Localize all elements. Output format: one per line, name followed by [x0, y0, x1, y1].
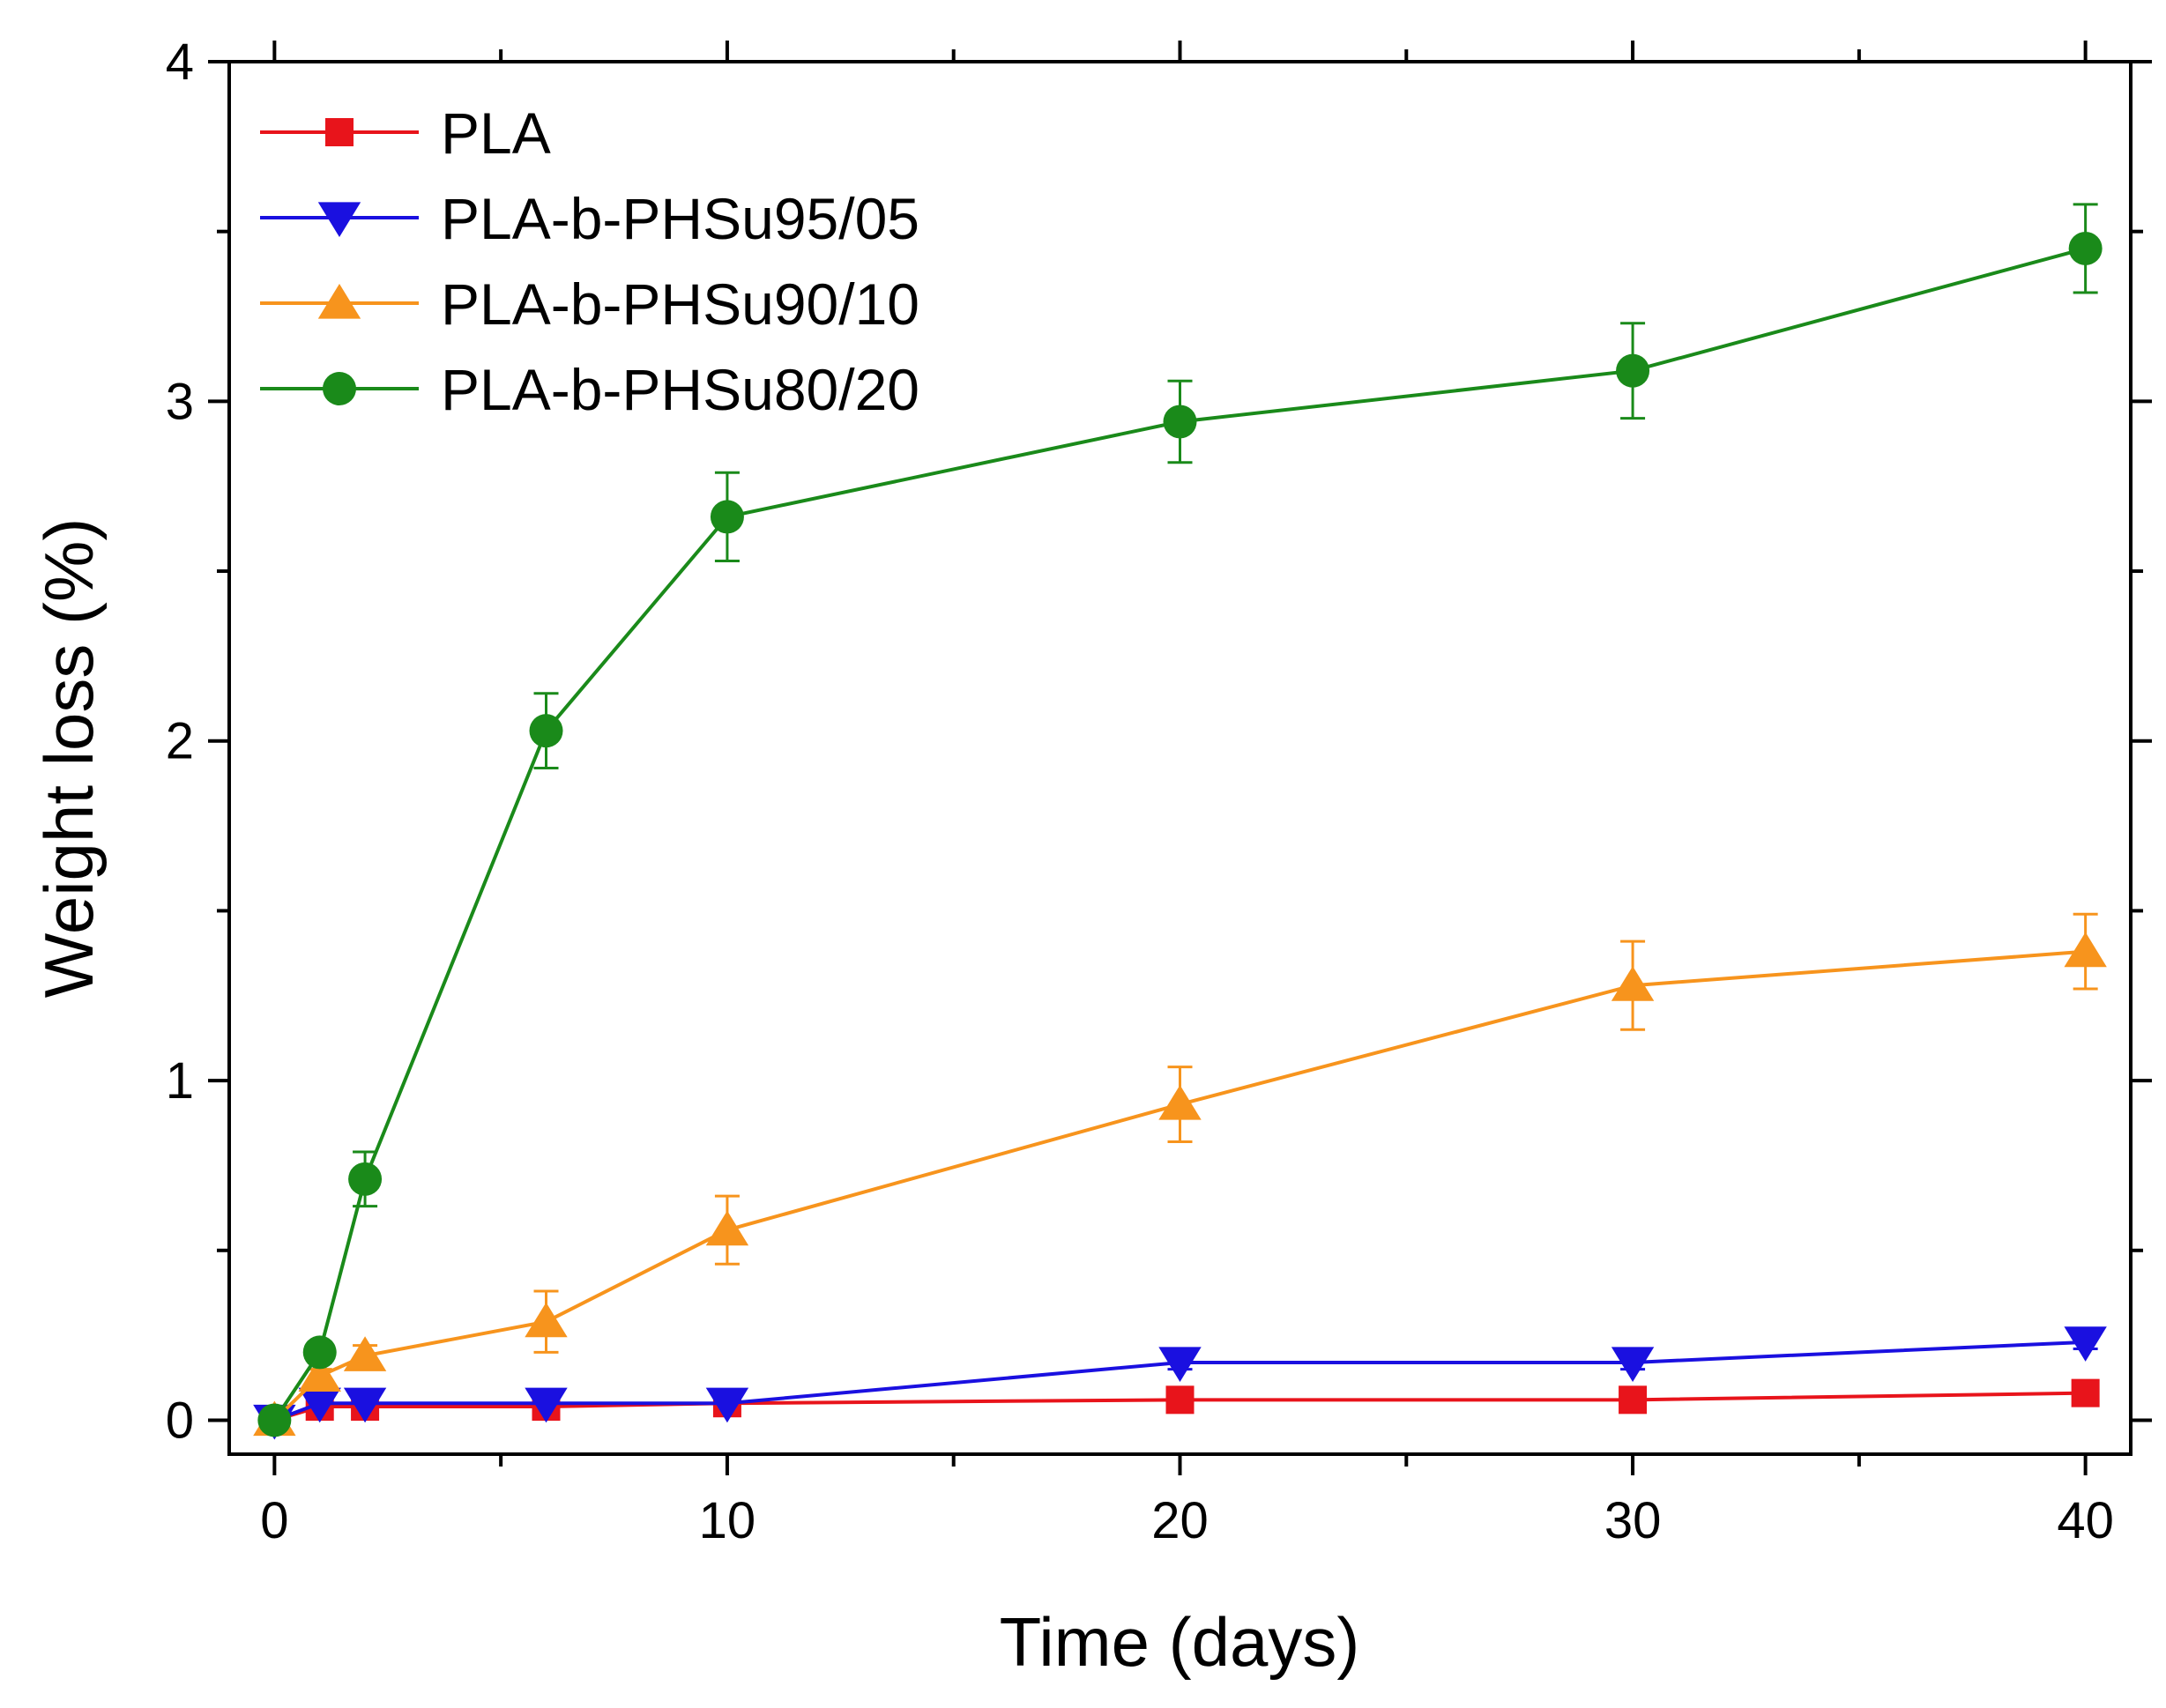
data-point — [343, 1387, 387, 1423]
legend-label: PLA-b-PHSu90/10 — [441, 271, 919, 337]
x-tick-label: 40 — [2057, 1492, 2114, 1549]
legend-marker — [317, 284, 361, 319]
series-2 — [253, 912, 2107, 1437]
data-point — [529, 714, 563, 748]
data-point — [705, 1387, 749, 1423]
y-tick-label: 3 — [166, 373, 194, 430]
x-axis-title: Time (days) — [1000, 1603, 1360, 1681]
data-point — [1616, 353, 1650, 388]
series-0 — [260, 1378, 2100, 1435]
x-tick-label: 0 — [260, 1492, 288, 1549]
data-point — [1158, 1347, 1202, 1382]
legend-label: PLA-b-PHSu95/05 — [441, 186, 919, 251]
data-point — [298, 1356, 341, 1392]
data-point — [710, 500, 744, 534]
x-tick-label: 20 — [1151, 1492, 1209, 1549]
axes: 0 10 20 30 40 0 1 2 3 4 — [166, 33, 2152, 1549]
series-3 — [257, 203, 2103, 1437]
y-tick-label: 1 — [166, 1052, 194, 1110]
data-point — [2064, 1326, 2107, 1362]
y-axis-title: Weight loss (%) — [30, 518, 108, 999]
data-point — [2071, 1378, 2100, 1407]
data-point — [2064, 932, 2107, 968]
y-tick-label: 4 — [166, 33, 194, 91]
data-point — [1165, 1385, 1195, 1415]
plot-area — [253, 203, 2107, 1440]
data-point — [1611, 966, 1655, 1001]
series-1 — [253, 1326, 2107, 1440]
y-tick-label: 2 — [166, 713, 194, 770]
x-tick-label: 10 — [699, 1492, 756, 1549]
legend-marker — [325, 118, 354, 146]
x-tick-label: 30 — [1604, 1492, 1662, 1549]
data-point — [348, 1162, 383, 1196]
legend-marker — [317, 202, 361, 237]
data-point — [298, 1387, 341, 1423]
data-point — [525, 1387, 568, 1423]
data-point — [302, 1335, 337, 1370]
plot-frame — [227, 60, 2133, 1456]
series-line — [272, 247, 2087, 1422]
data-point — [1158, 1085, 1202, 1120]
legend-label: PLA-b-PHSu80/20 — [441, 357, 919, 422]
data-point — [1611, 1347, 1655, 1382]
data-point — [343, 1336, 387, 1371]
data-point — [257, 1403, 292, 1437]
legend-marker — [323, 372, 356, 405]
legend: PLA PLA-b-PHSu95/05 PLA-b-PHSu90/10 PLA-b-P… — [260, 100, 919, 422]
data-point — [705, 1210, 749, 1246]
legend-label: PLA — [441, 100, 551, 166]
y-tick-label: 0 — [166, 1392, 194, 1449]
data-point — [2068, 231, 2103, 265]
data-point — [1163, 405, 1197, 439]
data-point — [525, 1302, 568, 1338]
data-point — [1619, 1385, 1648, 1415]
